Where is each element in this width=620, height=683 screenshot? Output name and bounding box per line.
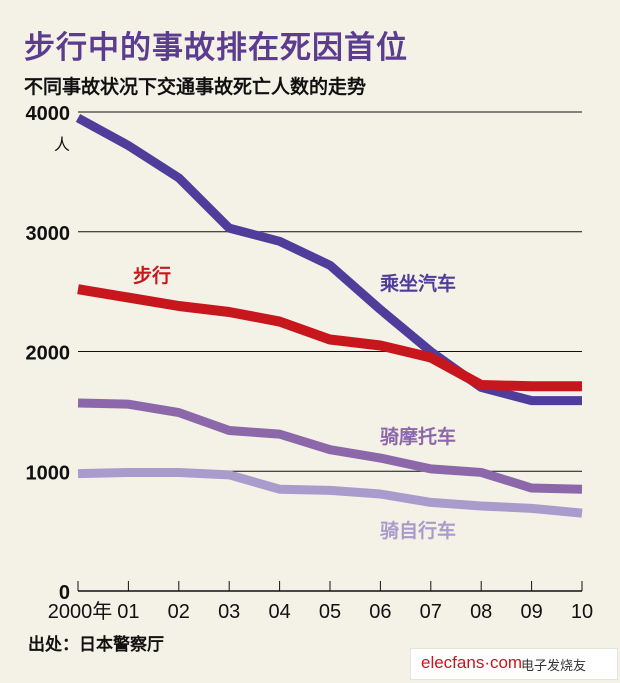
x-tick-label: 09	[520, 601, 542, 623]
watermark-name: 电子发烧友	[521, 659, 587, 674]
x-tick-label: 04	[268, 601, 290, 623]
y-tick-label: 4000	[26, 103, 71, 125]
x-tick-label: 02	[168, 601, 190, 623]
series-label: 骑摩托车	[380, 425, 456, 448]
y-tick-label: 1000	[26, 462, 71, 484]
series-label: 步行	[133, 264, 171, 287]
watermark-site: elecfans·com	[421, 653, 523, 672]
x-tick-label: 08	[470, 601, 492, 623]
y-axis-unit: 人	[54, 136, 70, 154]
x-tick-label: 10	[571, 601, 593, 623]
series-line-1	[77, 284, 582, 392]
x-tick-label: 03	[218, 601, 240, 623]
watermark: elecfans·com 电子发烧友	[410, 648, 618, 680]
chart-subtitle: 不同事故状况下交通事故死亡人数的走势	[24, 76, 367, 98]
series-label: 骑自行车	[380, 519, 456, 542]
y-tick-label: 0	[59, 582, 70, 604]
x-tick-label: 05	[319, 601, 341, 623]
y-tick-label: 2000	[26, 343, 71, 365]
y-tick-label: 3000	[26, 223, 71, 245]
chart-title: 步行中的事故排在死因首位	[24, 30, 408, 66]
series-label: 乘坐汽车	[379, 272, 456, 295]
x-tick-label: 07	[420, 601, 442, 623]
x-tick-label: 01	[117, 601, 139, 623]
x-tick-label: 2000年	[48, 600, 113, 623]
source-note: 出处：日本警察厅	[28, 635, 164, 655]
series-line-0	[75, 114, 582, 406]
x-tick-label: 06	[369, 601, 391, 623]
